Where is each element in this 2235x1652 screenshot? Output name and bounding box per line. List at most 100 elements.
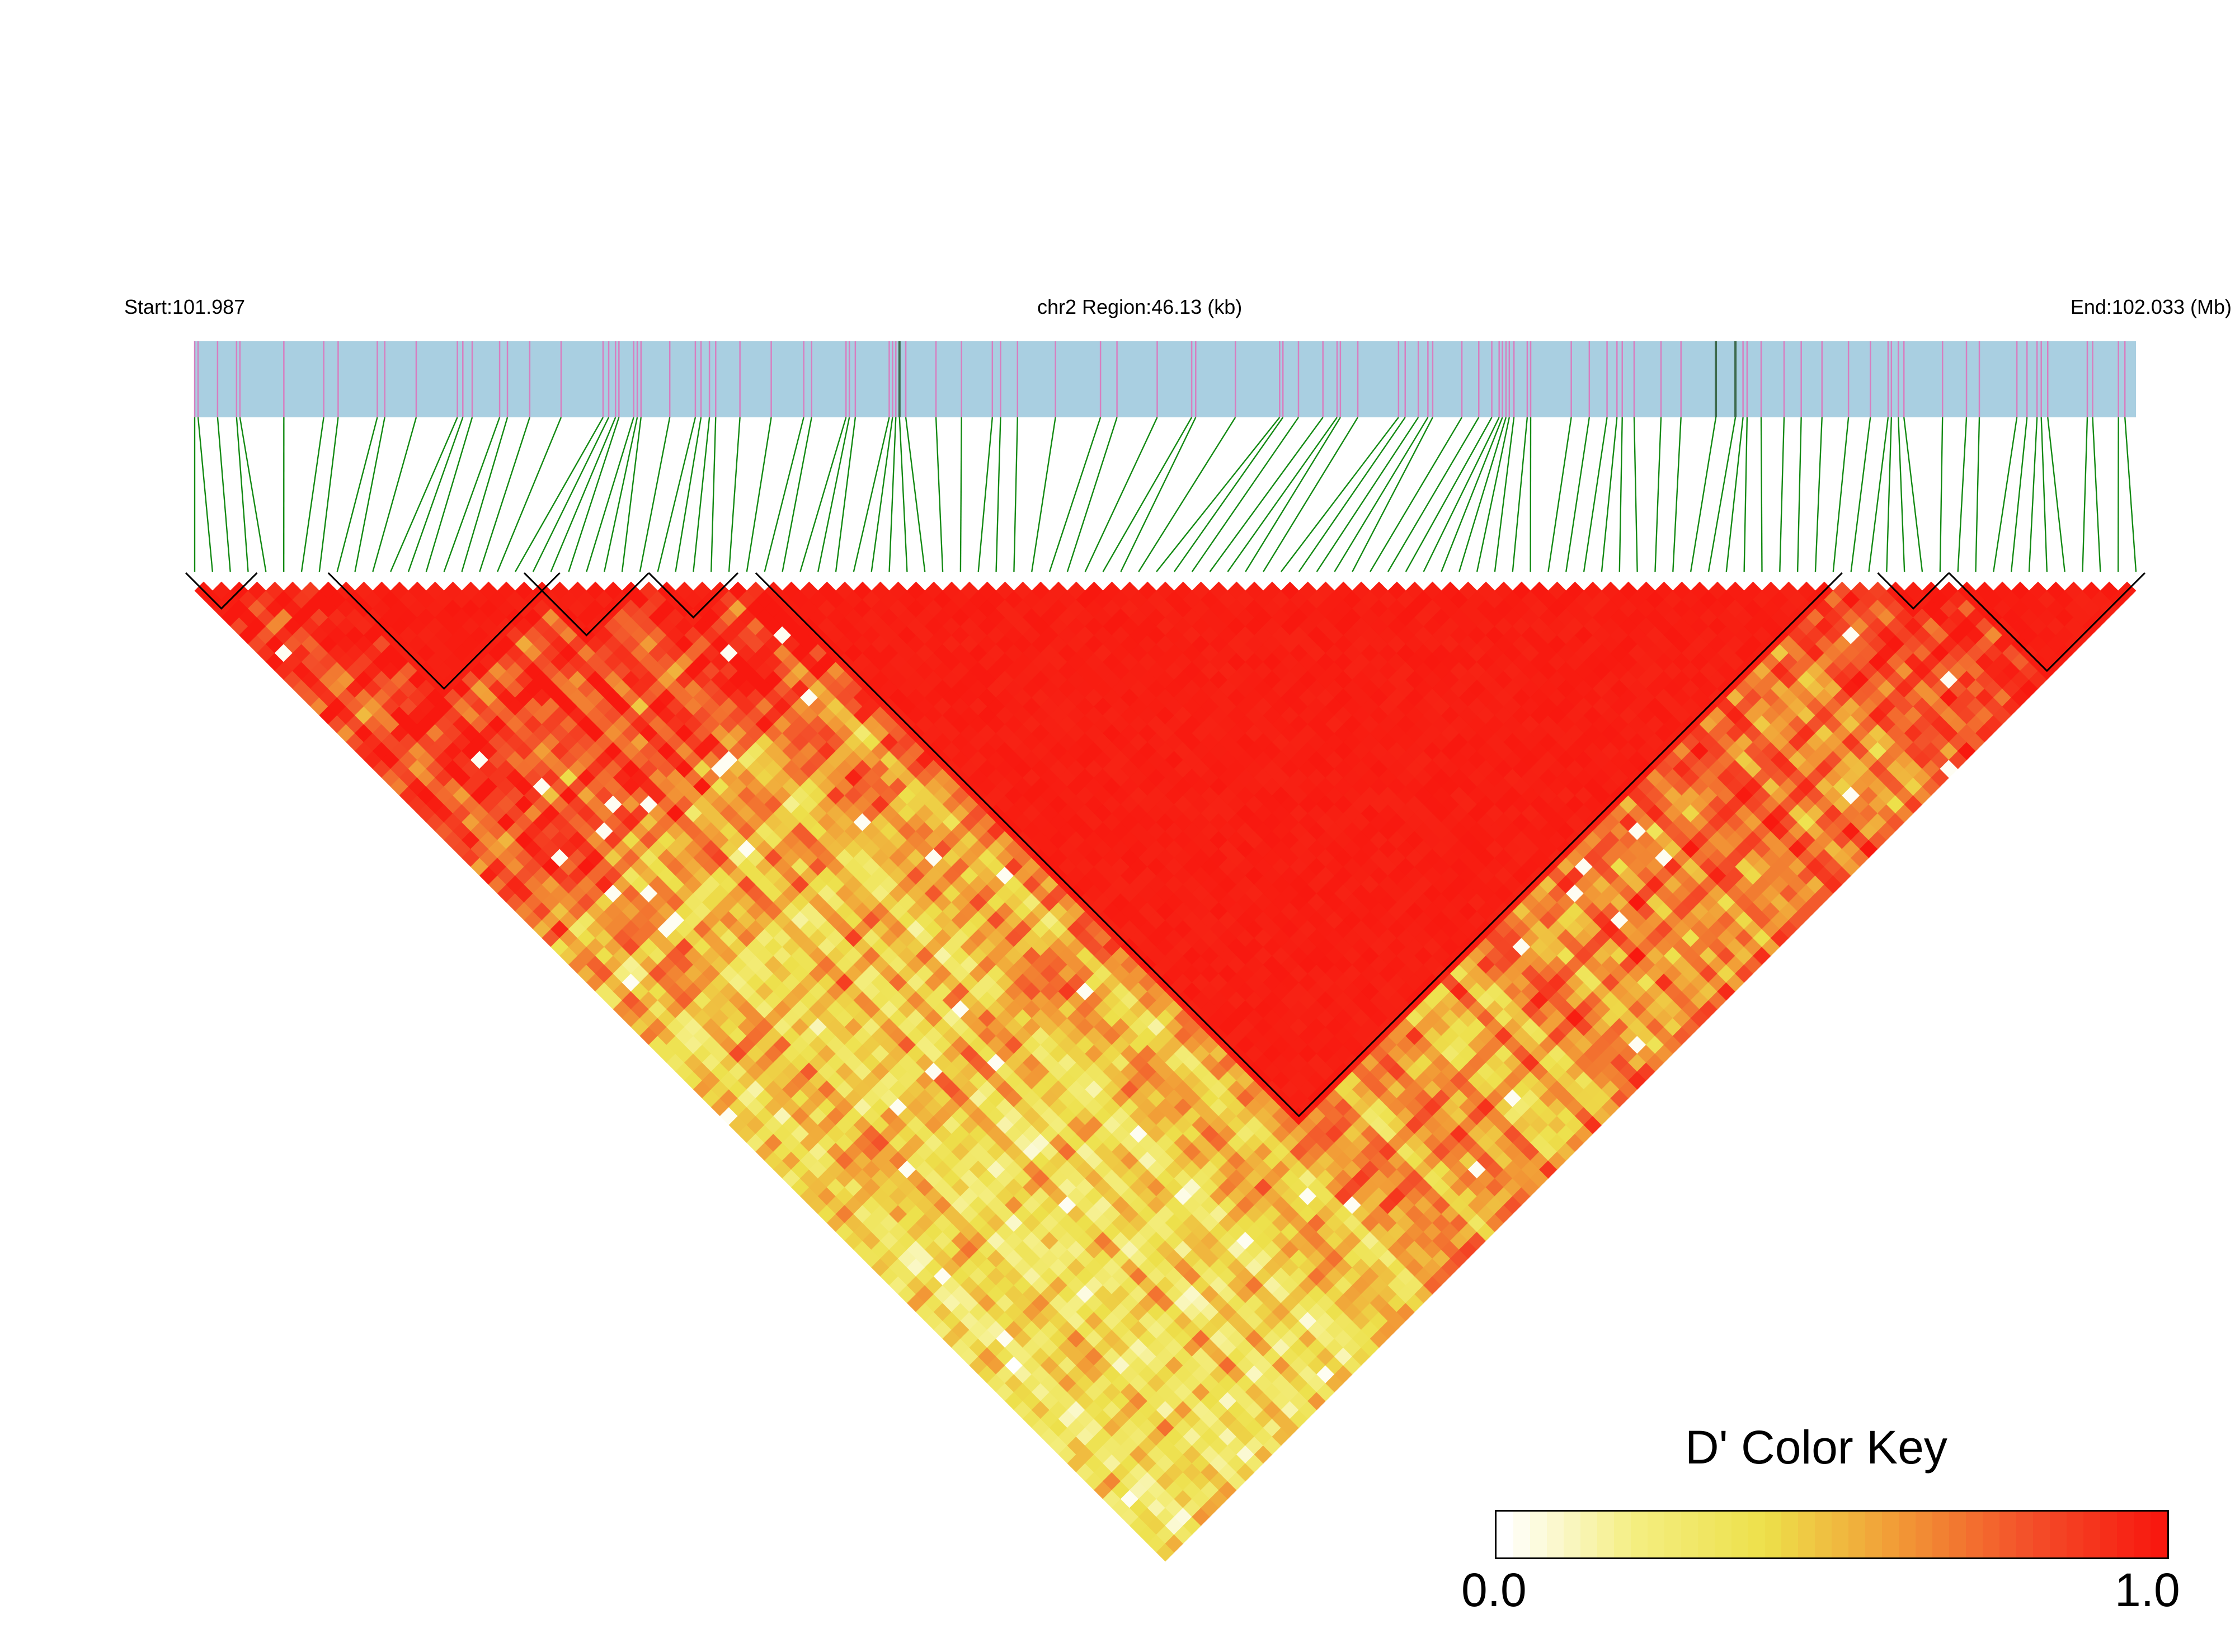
- snp-connector: [1897, 417, 1905, 572]
- snp-connector: [888, 417, 897, 572]
- snp-connector: [479, 417, 530, 572]
- snp-connector: [568, 417, 620, 572]
- snp-connector: [1066, 417, 1118, 572]
- snp-connector: [1903, 417, 1923, 572]
- snp-connector: [372, 417, 417, 572]
- snp-connector: [1209, 417, 1324, 572]
- snp-connector: [835, 417, 857, 572]
- snp-connector: [1280, 417, 1399, 572]
- snp-connector: [1352, 417, 1433, 572]
- snp-connector: [2124, 417, 2137, 572]
- snp-connector: [1796, 417, 1802, 572]
- snp-connector: [1227, 417, 1338, 572]
- snp-connector: [1690, 417, 1717, 572]
- snp-connector: [1814, 417, 1823, 572]
- snp-connector: [1886, 417, 1893, 572]
- snp-connector: [1405, 417, 1493, 572]
- snp-connector: [1975, 417, 1980, 572]
- snp-connector: [1441, 417, 1503, 572]
- snp-connector: [728, 417, 741, 572]
- snp-connector: [1993, 417, 2018, 572]
- snp-connector: [318, 417, 339, 572]
- snp-connector: [1458, 417, 1507, 572]
- snp-connector: [1850, 417, 1871, 572]
- snp-connector: [1957, 417, 1968, 572]
- snp-connector: [817, 417, 850, 572]
- snp-connector: [1939, 417, 1944, 572]
- snp-connector: [1138, 417, 1236, 572]
- snp-connector: [197, 417, 214, 572]
- snp-connector: [2082, 417, 2088, 572]
- snp-connector: [1013, 417, 1018, 572]
- snp-connector: [586, 417, 634, 572]
- snp-connector: [799, 417, 847, 572]
- snp-connector: [2040, 417, 2048, 572]
- snp-connector: [1601, 417, 1618, 572]
- snp-connector: [1654, 417, 1662, 572]
- snp-connector: [354, 417, 385, 572]
- snp-connector: [1547, 417, 1572, 572]
- snp-connector: [1707, 417, 1737, 572]
- snp-connector: [1725, 417, 1744, 572]
- snp-connector: [746, 417, 772, 572]
- snp-connector: [425, 417, 473, 572]
- snp-connector: [1423, 417, 1500, 572]
- snp-connector: [604, 417, 638, 572]
- snp-connector: [443, 417, 501, 572]
- snp-connector: [1476, 417, 1510, 572]
- snp-connector: [711, 417, 717, 572]
- snp-connector: [1173, 417, 1284, 572]
- snp-connector: [935, 417, 944, 572]
- snp-connector: [1298, 417, 1406, 572]
- snp-connector-lines: [194, 417, 2137, 572]
- snp-connector: [236, 417, 249, 572]
- snp-connector: [1743, 417, 1748, 572]
- snp-connector: [1387, 417, 1480, 572]
- snp-connector: [1494, 417, 1515, 572]
- snp-connector: [514, 417, 604, 572]
- snp-connector: [336, 417, 378, 572]
- snp-connector: [1832, 417, 1850, 572]
- snp-connector: [1868, 417, 1889, 572]
- snp-connector: [675, 417, 702, 572]
- snp-connector: [300, 417, 324, 572]
- snp-connector: [898, 417, 908, 572]
- region-end-label: End:102.033 (Mb): [2070, 295, 2232, 318]
- snp-connector: [1779, 417, 1785, 572]
- snp-connector: [1672, 417, 1682, 572]
- snp-connector: [1512, 417, 1528, 572]
- snp-connector: [1760, 417, 1763, 572]
- snp-connector: [1191, 417, 1299, 572]
- snp-connector: [2028, 417, 2038, 572]
- snp-connector: [239, 417, 267, 572]
- snp-connector: [853, 417, 890, 572]
- snp-connector: [217, 417, 231, 572]
- snp-connector: [550, 417, 617, 572]
- snp-connector: [1370, 417, 1463, 572]
- snp-connector: [1048, 417, 1102, 572]
- snp-connector: [905, 417, 926, 572]
- snp-connector: [532, 417, 610, 572]
- snp-connector: [407, 417, 464, 572]
- snp-connector: [1633, 417, 1638, 572]
- snp-connector: [657, 417, 697, 572]
- snp-connector: [2047, 417, 2065, 572]
- snp-connector: [1245, 417, 1341, 572]
- region-size-label: chr2 Region:46.13 (kb): [1037, 295, 1243, 318]
- region-start-label: Start:101.987: [124, 295, 246, 318]
- snp-connector: [461, 417, 509, 572]
- snp-connector: [1263, 417, 1359, 572]
- snp-connector: [1565, 417, 1591, 572]
- snp-connector: [1316, 417, 1419, 572]
- snp-connector: [959, 417, 962, 572]
- snp-connector: [2117, 417, 2119, 572]
- snp-connector: [1084, 417, 1158, 572]
- ld-heatmap-cells: [194, 581, 2137, 1562]
- snp-connector: [1102, 417, 1193, 572]
- snp-tick-marks: [194, 341, 2126, 417]
- snp-connector: [1156, 417, 1281, 572]
- snp-connector: [871, 417, 893, 572]
- snp-connector: [621, 417, 642, 572]
- snp-connector: [693, 417, 711, 572]
